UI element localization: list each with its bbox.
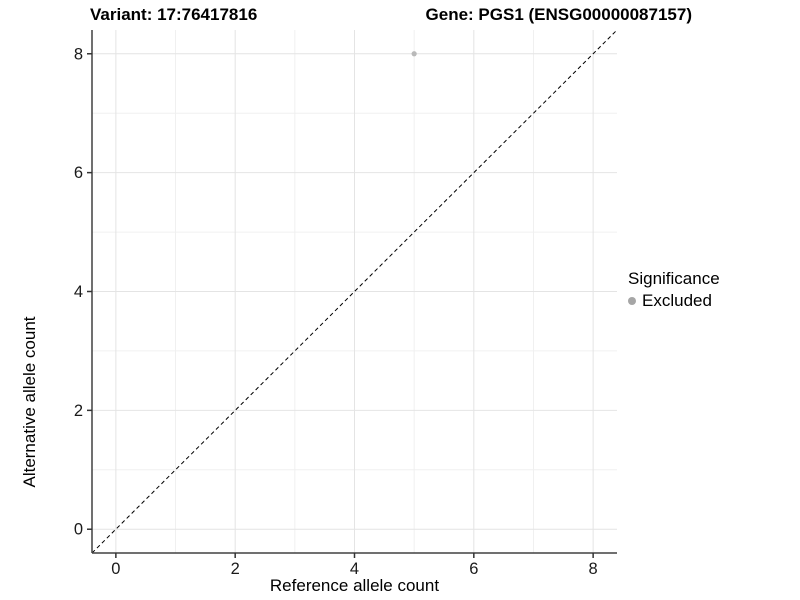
y-axis-title: Alternative allele count [20,316,39,488]
legend-entry-label: Excluded [642,291,712,310]
y-tick-label: 8 [74,45,83,63]
y-tick-label: 2 [74,402,83,420]
x-tick-label: 0 [111,560,120,578]
x-tick-label: 2 [231,560,240,578]
legend-title: Significance [628,269,720,288]
y-tick-label: 0 [74,521,83,539]
x-tick-label: 6 [469,560,478,578]
plot-title-variant: Variant: 17:76417816 [90,5,258,24]
legend-point-icon [628,297,636,305]
identity-line [91,29,618,554]
data-point [411,51,417,57]
y-axis-title-wrap: Alternative allele count [10,111,39,487]
plot-title-gene: Gene: PGS1 (ENSG00000087157) [425,5,692,24]
x-tick-label: 8 [589,560,598,578]
y-tick-label: 4 [74,283,83,301]
plot-title: Variant: 17:76417816 Gene: PGS1 (ENSG000… [90,4,692,26]
x-axis-title: Reference allele count [269,576,440,595]
legend: Significance Excluded [628,269,798,311]
y-tick-label: 6 [74,164,83,182]
x-tick-label: 4 [350,560,359,578]
legend-entry-excluded: Excluded [628,291,798,311]
